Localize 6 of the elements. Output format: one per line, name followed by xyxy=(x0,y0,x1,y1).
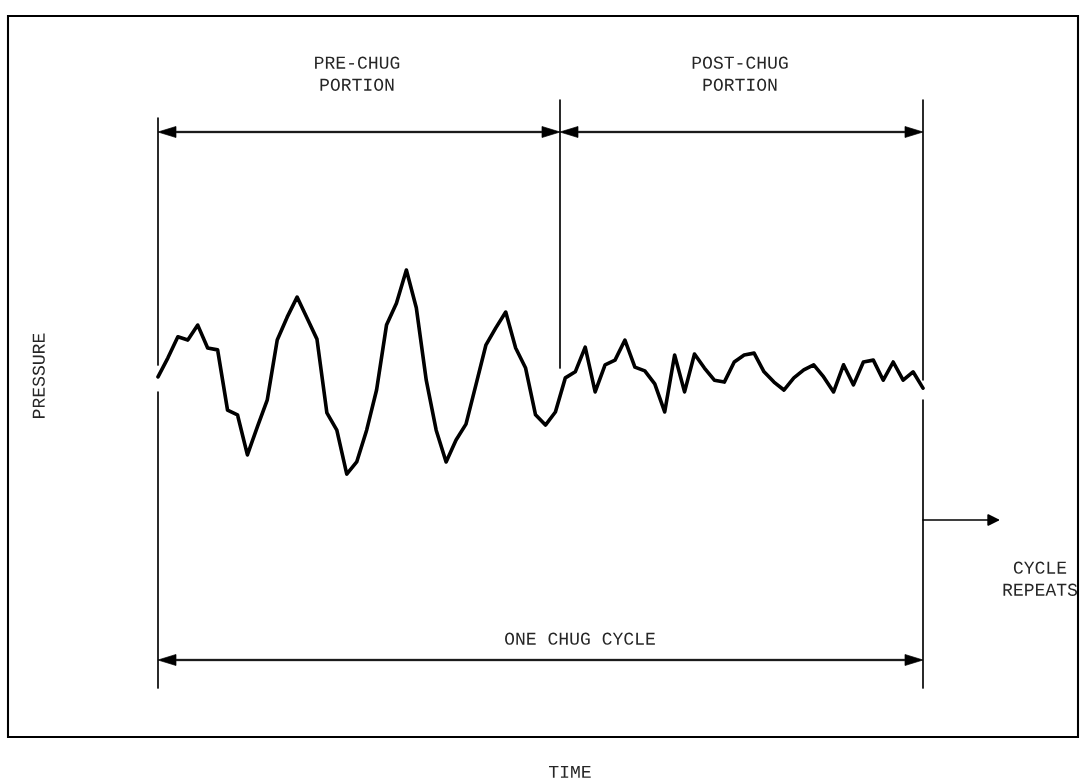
x-axis-title: TIME xyxy=(549,765,591,778)
text: CYCLE REPEATS xyxy=(1003,561,1078,596)
text: PRE-CHUG PORTION xyxy=(315,56,400,91)
annotation: ONE CHUG CYCLE xyxy=(505,632,655,645)
text: PRESSURE xyxy=(32,333,45,418)
text: POST-CHUG PORTION xyxy=(692,56,788,91)
